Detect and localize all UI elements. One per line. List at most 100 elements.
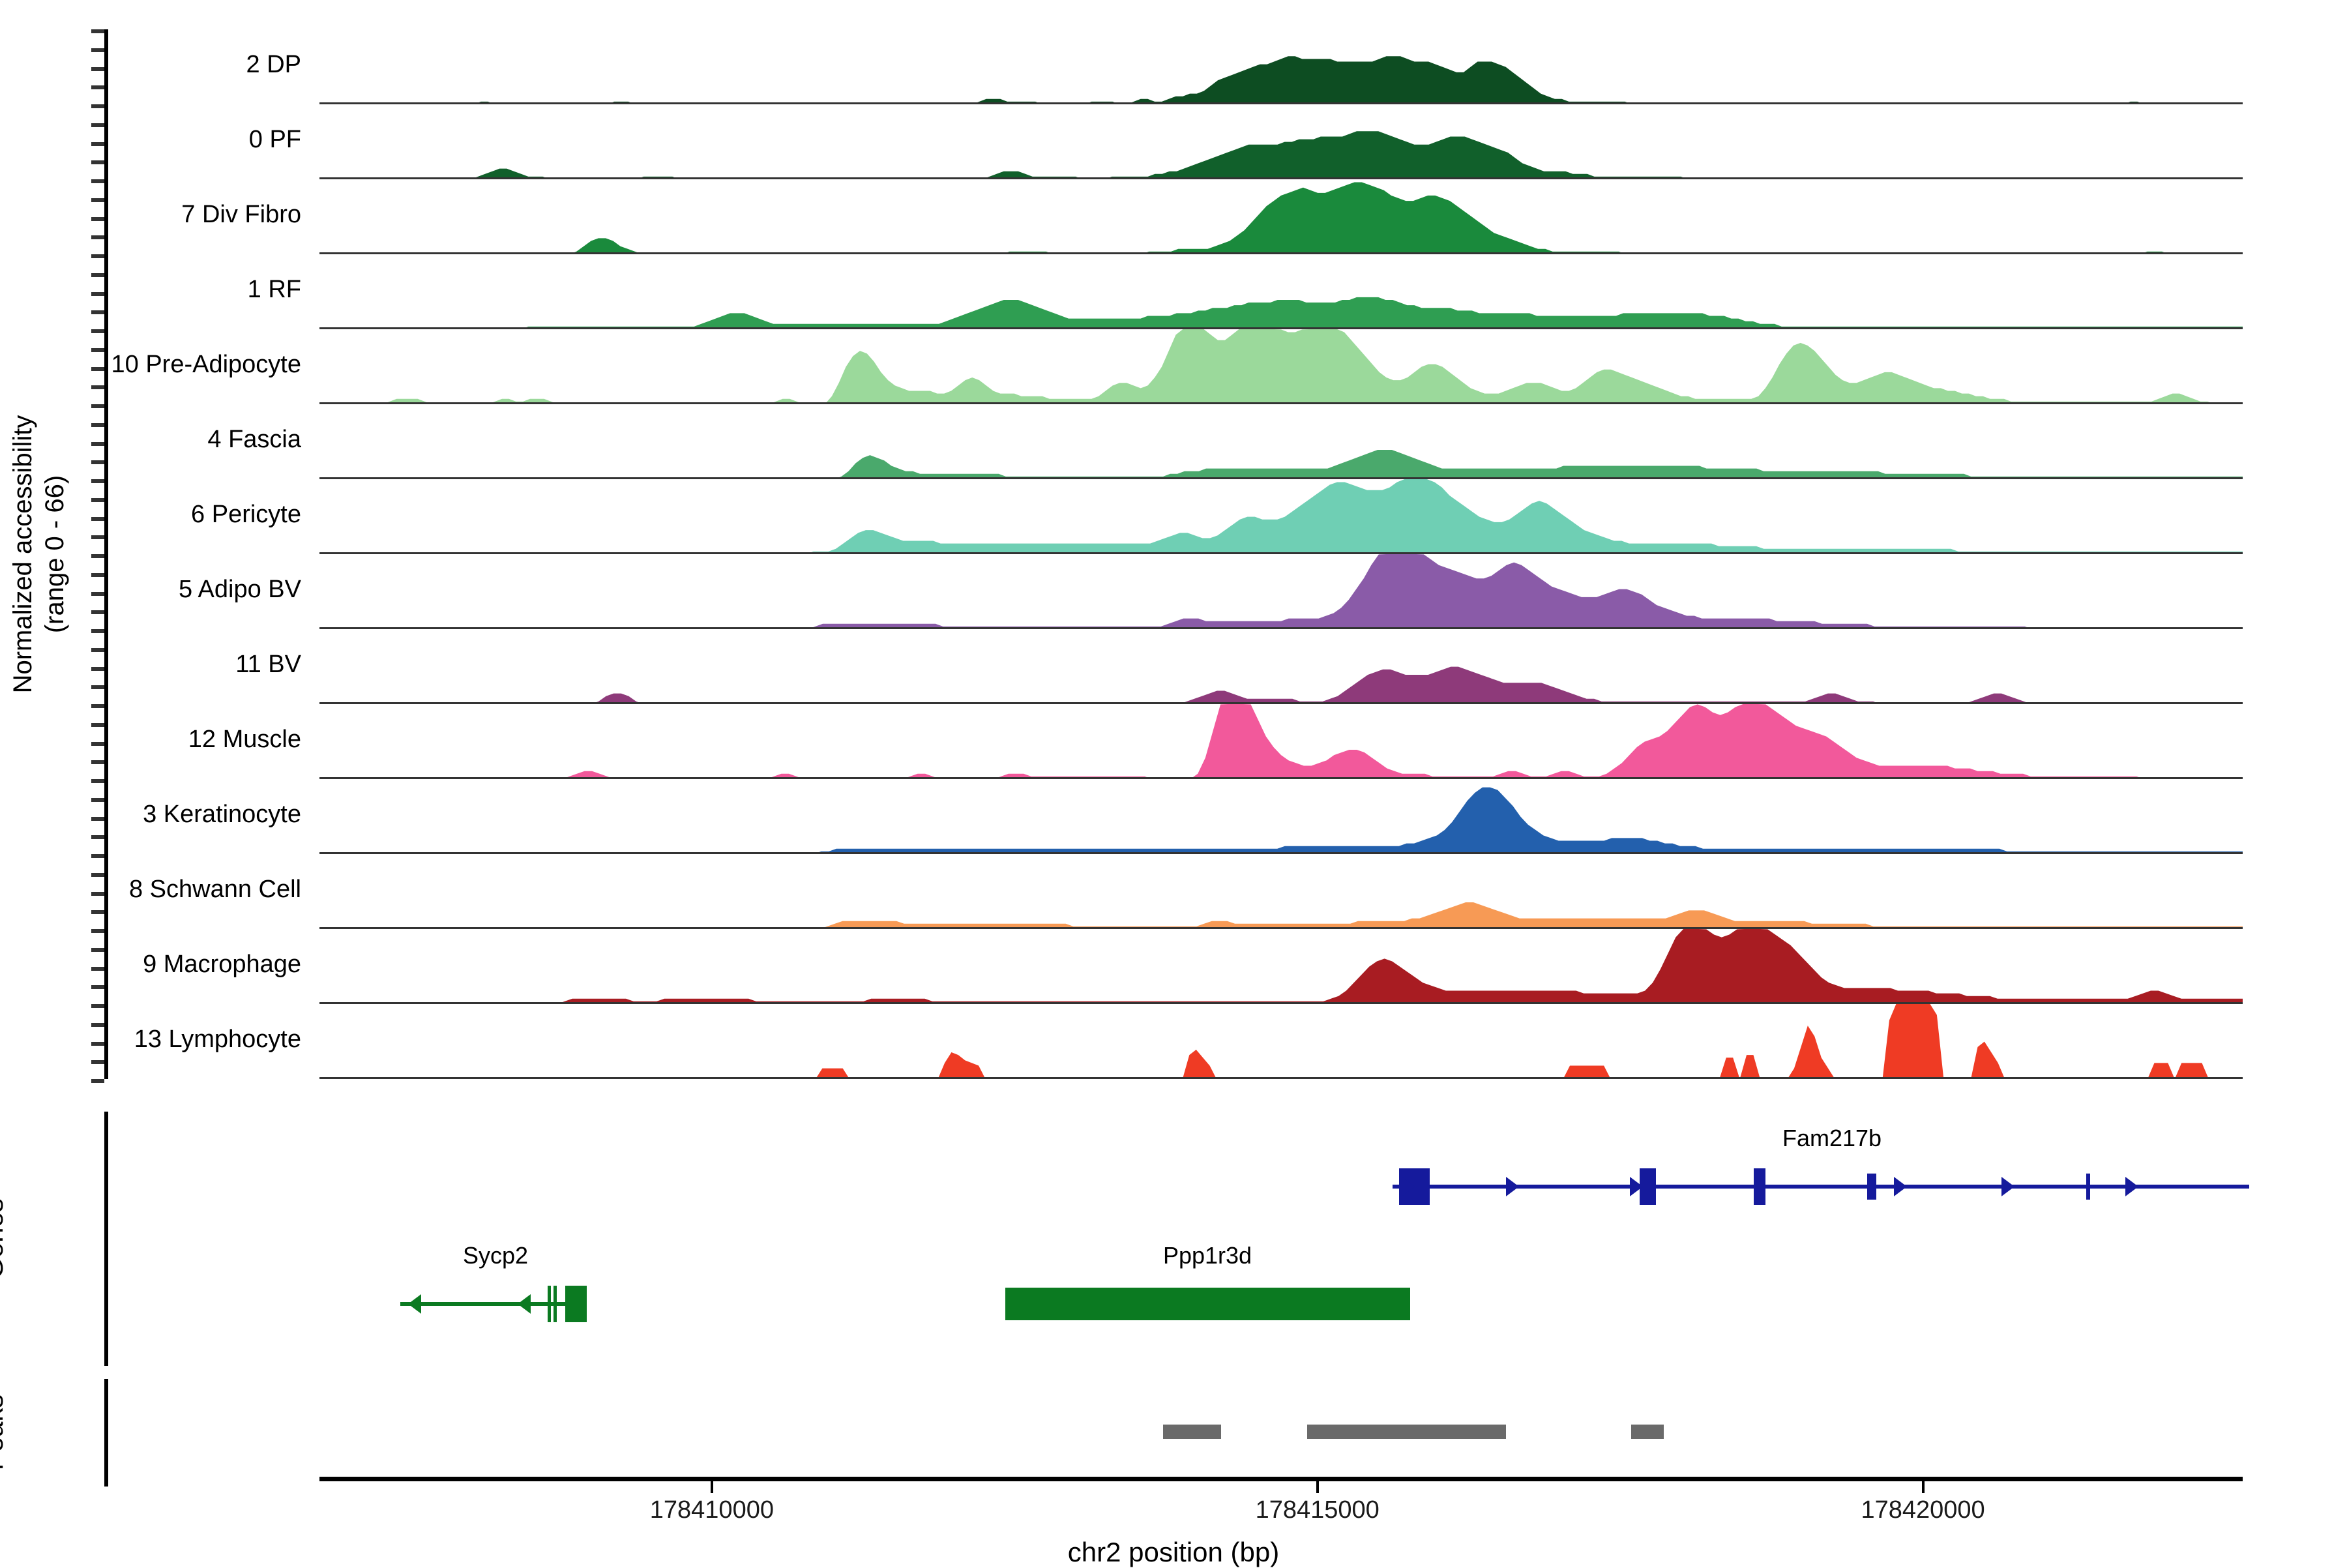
gene-models: Sycp2 Ppp1r3d Fam217b bbox=[319, 1112, 2249, 1366]
coverage-area bbox=[319, 787, 2243, 854]
coverage-axis-tick bbox=[91, 404, 104, 408]
coverage-axis-tick bbox=[91, 629, 104, 633]
x-axis-tick-label: 178415000 bbox=[1255, 1496, 1380, 1524]
coverage-axis-tick bbox=[91, 985, 104, 990]
strand-arrow-icon bbox=[2001, 1177, 2015, 1196]
coverage-area bbox=[319, 929, 2243, 1004]
x-axis-tick bbox=[710, 1481, 713, 1493]
coverage-axis-tick bbox=[91, 441, 104, 446]
coverage-area bbox=[319, 56, 2243, 104]
coverage-track: 9 Macrophage bbox=[143, 929, 2243, 1004]
coverage-axis-tick bbox=[91, 760, 104, 765]
coverage-track: 7 Div Fibro bbox=[181, 179, 2243, 254]
peaks-panel: Peaks bbox=[0, 1379, 2256, 1487]
y-axis-title-line1: Normalized accessibility bbox=[8, 415, 38, 694]
coverage-axis-tick bbox=[91, 1041, 104, 1046]
track-label: 3 Keratinocyte bbox=[143, 801, 301, 829]
coverage-axis-tick bbox=[91, 179, 104, 183]
coverage-axis-tick bbox=[91, 797, 104, 802]
coverage-axis-tick bbox=[91, 85, 104, 90]
coverage-area bbox=[319, 131, 2243, 179]
track-baseline bbox=[319, 1077, 2243, 1079]
coverage-track: 0 PF bbox=[249, 104, 2243, 179]
coverage-area bbox=[319, 902, 2243, 929]
peak-regions bbox=[319, 1379, 2243, 1487]
coverage-axis-tick bbox=[91, 48, 104, 52]
track-baseline bbox=[319, 102, 2243, 104]
coverage-axis-tick bbox=[91, 67, 104, 71]
track-baseline bbox=[319, 552, 2243, 554]
coverage-axis-tick bbox=[91, 254, 104, 258]
coverage-track: 13 Lymphocyte bbox=[134, 1004, 2243, 1079]
coverage-axis-tick bbox=[91, 947, 104, 952]
coverage-axis-tick bbox=[91, 891, 104, 896]
x-axis-title: chr2 position (bp) bbox=[1067, 1537, 1280, 1567]
strand-arrow-icon bbox=[408, 1294, 421, 1314]
coverage-axis-tick bbox=[91, 741, 104, 746]
track-baseline bbox=[319, 177, 2243, 179]
track-baseline bbox=[319, 702, 2243, 704]
strand-arrow-icon bbox=[518, 1294, 531, 1314]
coverage-tracks: 2 DP 0 PF 7 Div Fibro 1 RF 10 Pre-Adipocyte 4… bbox=[111, 29, 2243, 1079]
coverage-track: 1 RF bbox=[248, 254, 2243, 329]
coverage-axis-tick bbox=[91, 422, 104, 427]
peak-bar bbox=[1631, 1425, 1664, 1439]
coverage-track: 11 BV bbox=[235, 629, 2243, 704]
track-baseline bbox=[319, 852, 2243, 854]
coverage-area bbox=[319, 297, 2243, 329]
track-baseline bbox=[319, 252, 2243, 254]
coverage-axis-tick bbox=[91, 572, 104, 577]
gene-label: Fam217b bbox=[1782, 1125, 1882, 1151]
coverage-axis-tick bbox=[91, 273, 104, 277]
coverage-axis-tick bbox=[91, 1060, 104, 1065]
track-baseline bbox=[319, 327, 2243, 329]
coverage-track: 4 Fascia bbox=[207, 404, 2243, 479]
peak-bar bbox=[1307, 1425, 1506, 1439]
gene-intron-line-sycp2 bbox=[400, 1302, 587, 1306]
coverage-area bbox=[319, 329, 2243, 404]
track-baseline bbox=[319, 1002, 2243, 1004]
coverage-track: 5 Adipo BV bbox=[179, 554, 2243, 629]
track-label: 10 Pre-Adipocyte bbox=[111, 351, 302, 379]
coverage-axis-tick bbox=[91, 929, 104, 933]
genes-axis-spine bbox=[104, 1112, 108, 1366]
coverage-area bbox=[319, 479, 2243, 554]
x-axis-tick-label: 178420000 bbox=[1861, 1496, 1985, 1524]
coverage-axis-tick bbox=[91, 816, 104, 821]
coverage-axis-tick bbox=[91, 160, 104, 165]
coverage-area bbox=[319, 449, 2243, 479]
y-axis-title: Normalized accessibility (range 0 - 66) bbox=[0, 0, 78, 1108]
coverage-axis-tick bbox=[91, 535, 104, 540]
coverage-axis-tick bbox=[91, 647, 104, 652]
genes-panel-label: Genes bbox=[0, 1198, 8, 1279]
coverage-axis-tick bbox=[91, 123, 104, 127]
coverage-axis-ticks bbox=[91, 29, 105, 1083]
track-label: 1 RF bbox=[247, 276, 301, 304]
track-label: 0 PF bbox=[248, 126, 301, 154]
coverage-axis-tick bbox=[91, 198, 104, 202]
coverage-track: 3 Keratinocyte bbox=[143, 779, 2243, 854]
track-baseline bbox=[319, 927, 2243, 929]
coverage-axis-tick bbox=[91, 235, 104, 240]
strand-arrow-icon bbox=[1754, 1177, 1767, 1196]
x-axis-tick bbox=[1316, 1481, 1319, 1493]
coverage-panel: 2 DP 0 PF 7 Div Fibro 1 RF 10 Pre-Adipocyte 4… bbox=[91, 29, 2256, 1083]
x-axis-ticks: 178410000 178415000 178420000 bbox=[0, 1477, 2347, 1535]
coverage-track: 8 Schwann Cell bbox=[129, 854, 2243, 929]
peak-bar bbox=[1163, 1425, 1221, 1439]
coverage-area bbox=[319, 554, 2243, 629]
peaks-panel-label: Peaks bbox=[0, 1394, 8, 1471]
coverage-axis-tick bbox=[91, 554, 104, 558]
track-label: 8 Schwann Cell bbox=[128, 876, 301, 904]
coverage-axis-tick bbox=[91, 479, 104, 483]
x-axis: 178410000 178415000 178420000 chr2 positio… bbox=[0, 1477, 2347, 1567]
coverage-track: 12 Muscle bbox=[188, 704, 2243, 779]
strand-arrow-icon bbox=[2125, 1177, 2138, 1196]
x-axis-tick bbox=[1921, 1481, 1925, 1493]
track-baseline bbox=[319, 477, 2243, 479]
track-label: 7 Div Fibro bbox=[181, 201, 301, 229]
coverage-area bbox=[319, 666, 2243, 704]
coverage-axis-tick bbox=[91, 1022, 104, 1027]
coverage-axis-tick bbox=[91, 348, 104, 352]
track-label: 12 Muscle bbox=[188, 726, 301, 754]
